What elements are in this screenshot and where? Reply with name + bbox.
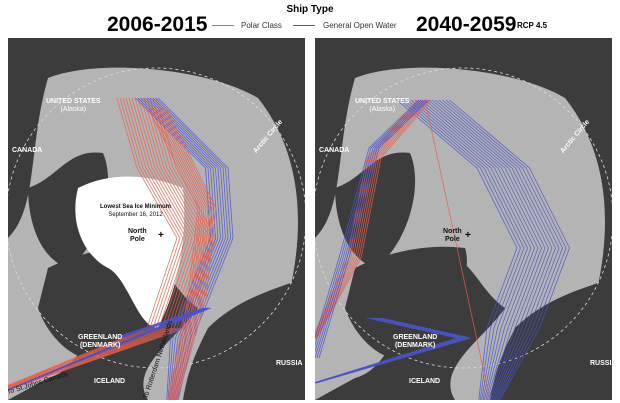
ship-route	[315, 99, 420, 340]
north-pole-marker: +	[158, 230, 164, 241]
ship-route	[414, 99, 535, 400]
ship-route	[8, 97, 184, 387]
ship-route	[315, 99, 424, 353]
sea-ice-minimum	[75, 176, 185, 328]
ship-route	[147, 97, 224, 400]
scandinavia-russia-land	[183, 278, 305, 400]
ship-route	[147, 107, 199, 400]
ship-route	[449, 99, 570, 400]
ship-route	[417, 99, 539, 400]
iceland-land	[399, 374, 431, 392]
period-right-title: 2040-2059	[416, 13, 517, 36]
ship-route	[11, 97, 211, 389]
ship-route	[163, 107, 215, 400]
label-greenland: GREENLAND (DENMARK)	[393, 334, 438, 349]
north-pole-marker: +	[465, 230, 471, 241]
ship-route	[13, 97, 217, 389]
label-russia: RUSSIA	[590, 360, 612, 367]
legend-swatch-open-water	[293, 25, 315, 26]
ship-route	[421, 99, 542, 400]
ship-route	[435, 99, 556, 400]
legend-polar-class: Polar Class	[241, 21, 282, 30]
ship-route	[8, 97, 178, 386]
map-left-graphic: +	[8, 67, 305, 400]
arctic-circle-line	[8, 67, 305, 369]
ship-route	[315, 99, 428, 339]
ship-route	[396, 99, 518, 400]
label-us: UNITED STATES (Alaska)	[46, 98, 101, 113]
ship-route	[315, 99, 426, 359]
label-north-pole: North Pole	[443, 228, 462, 243]
legend-open-water: General Open Water	[323, 21, 397, 30]
ship-route	[8, 307, 212, 391]
ship-route	[157, 107, 209, 400]
ship-route	[442, 99, 563, 400]
ship-route	[142, 97, 219, 400]
ship-route	[157, 97, 234, 400]
ship-route	[316, 99, 432, 339]
ship-route	[315, 99, 422, 347]
ship-route	[149, 107, 201, 400]
ship-route	[431, 99, 553, 400]
ship-route	[9, 97, 205, 389]
label-russia: RUSSIA	[276, 360, 303, 367]
label-canada: CANADA	[12, 147, 43, 154]
ship-route	[438, 99, 560, 400]
map-right-graphic: +	[315, 67, 612, 400]
period-left-title: 2006-2015	[107, 13, 208, 36]
scenario-label: RCP 4.5	[517, 21, 548, 30]
ship-route	[410, 99, 532, 400]
ship-route	[407, 99, 528, 400]
ship-route	[428, 99, 549, 400]
label-iceland: ICELAND	[409, 378, 441, 385]
label-north-pole: North Pole	[128, 228, 147, 243]
ship-route	[400, 99, 521, 400]
ship-route	[152, 97, 229, 400]
ship-route	[316, 317, 472, 384]
label-canada: CANADA	[319, 147, 350, 154]
ship-route	[159, 107, 211, 400]
label-us: UNITED STATES (Alaska)	[355, 98, 410, 113]
legend-swatch-polar	[212, 25, 234, 26]
ship-route	[445, 99, 567, 400]
ship-route	[8, 97, 187, 388]
ship-route	[315, 99, 430, 339]
scandinavia-russia-land	[490, 278, 612, 400]
label-ice-minimum: Lowest Sea Ice Minimum September 16, 2012	[100, 204, 172, 218]
ship-route	[151, 107, 203, 400]
ship-route	[316, 99, 428, 359]
map-left: + UNITED STATES (Alaska) CANADA Arctic Ci…	[8, 38, 305, 400]
map-right: + UNITED STATES (Alaska) CANADA Arctic Ci…	[315, 38, 612, 400]
ship-route	[161, 107, 213, 400]
ship-route	[140, 97, 216, 400]
label-iceland: ICELAND	[94, 378, 126, 385]
ship-route	[165, 107, 217, 400]
ship-route	[424, 99, 491, 400]
header: Ship Type 2006-2015 Polar Class General …	[0, 0, 620, 38]
ship-route	[153, 107, 205, 400]
ship-route	[8, 97, 181, 387]
ship-route	[424, 99, 546, 400]
ship-route	[155, 107, 207, 400]
arctic-circle-line	[315, 67, 612, 369]
ship-route	[403, 99, 525, 400]
legend-title: Ship Type	[286, 4, 334, 15]
ship-route	[8, 97, 199, 389]
ship-route	[318, 99, 430, 359]
iceland-land	[92, 374, 124, 392]
label-greenland: GREENLAND (DENMARK)	[78, 334, 123, 349]
